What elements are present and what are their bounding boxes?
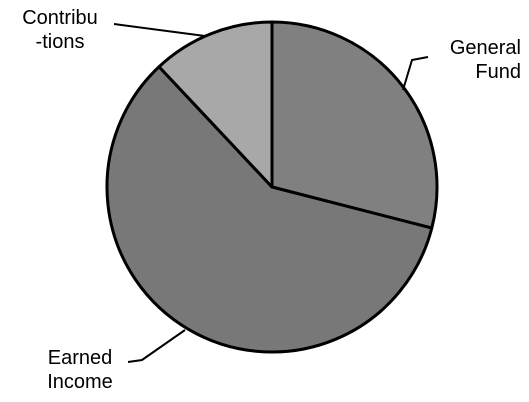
leader-line <box>113 23 206 37</box>
pie-slice <box>105 65 434 354</box>
pie-slice <box>157 20 274 189</box>
slice-label: Contribu -tions <box>22 7 98 53</box>
slice-label: Earned Income <box>47 347 113 393</box>
leader-line <box>127 329 186 363</box>
leader-line <box>402 56 429 91</box>
slice-label: General Fund <box>449 37 521 83</box>
pie-slice <box>270 20 439 230</box>
